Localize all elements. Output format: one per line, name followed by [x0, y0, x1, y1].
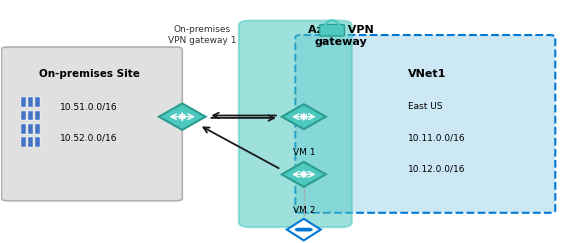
Circle shape: [299, 228, 308, 232]
Bar: [21, 124, 26, 133]
Bar: [21, 137, 26, 147]
FancyBboxPatch shape: [1, 47, 182, 201]
Polygon shape: [287, 219, 321, 240]
Bar: [35, 124, 40, 133]
Bar: [28, 97, 33, 107]
Text: VM 1: VM 1: [293, 148, 315, 157]
FancyBboxPatch shape: [239, 21, 352, 227]
FancyBboxPatch shape: [295, 35, 556, 213]
Bar: [28, 137, 33, 147]
Text: 10.51.0.0/16: 10.51.0.0/16: [60, 102, 118, 111]
Bar: [35, 97, 40, 107]
Polygon shape: [282, 104, 326, 129]
Text: On-premises Site: On-premises Site: [39, 69, 139, 79]
Circle shape: [304, 228, 313, 232]
Bar: [21, 97, 26, 107]
Bar: [28, 111, 33, 120]
Text: VNet1: VNet1: [408, 69, 446, 79]
Bar: [21, 111, 26, 120]
Bar: [28, 124, 33, 133]
Text: VM 2: VM 2: [293, 206, 315, 215]
Circle shape: [295, 228, 304, 232]
Text: 10.12.0.0/16: 10.12.0.0/16: [408, 165, 466, 174]
Text: East US: East US: [408, 102, 443, 111]
Polygon shape: [159, 104, 206, 130]
Bar: [35, 137, 40, 147]
Text: Azure VPN
gateway: Azure VPN gateway: [308, 26, 373, 47]
Bar: [35, 111, 40, 120]
Text: 10.11.0.0/16: 10.11.0.0/16: [408, 133, 466, 142]
Text: On-premises
VPN gateway 1: On-premises VPN gateway 1: [168, 26, 236, 45]
Text: 10.52.0.0/16: 10.52.0.0/16: [60, 133, 118, 142]
FancyBboxPatch shape: [320, 25, 344, 36]
Polygon shape: [282, 162, 326, 187]
